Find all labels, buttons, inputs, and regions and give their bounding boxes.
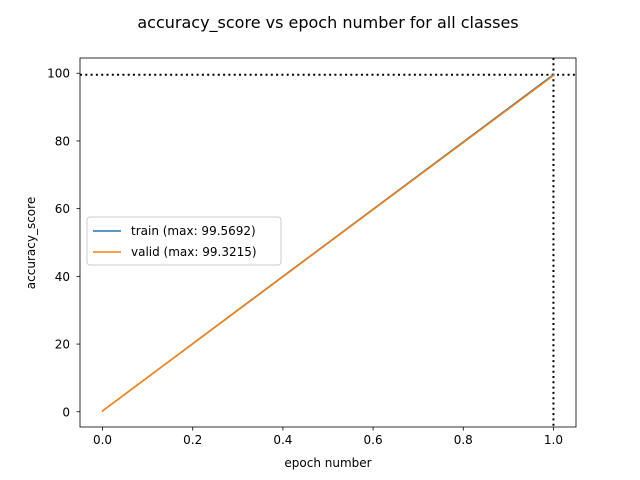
plot-frame xyxy=(79,57,577,428)
reference-lines xyxy=(80,58,576,427)
y-axis-label: accuracy_score xyxy=(24,197,38,289)
legend-box xyxy=(86,216,282,266)
y-tick-label: 20 xyxy=(55,338,70,352)
x-tick-label: 0.6 xyxy=(364,433,383,447)
y-tick-label: 80 xyxy=(55,134,70,148)
series-line-valid xyxy=(101,74,555,412)
x-axis-label: epoch number xyxy=(284,456,371,470)
y-tick-label: 100 xyxy=(47,67,70,81)
x-tick-label: 0.4 xyxy=(273,433,292,447)
series-lines xyxy=(101,73,555,412)
legend: train (max: 99.5692) valid (max: 99.3215… xyxy=(86,216,282,266)
chart-title: accuracy_score vs epoch number for all c… xyxy=(137,13,518,33)
y-tick-label: 60 xyxy=(55,202,70,216)
x-axis-ticks: 0.0 0.2 0.4 0.6 0.8 1.0 xyxy=(93,427,563,447)
legend-label-valid: valid (max: 99.3215) xyxy=(131,245,257,259)
legend-label-train: train (max: 99.5692) xyxy=(131,224,256,238)
x-tick-label: 0.8 xyxy=(454,433,473,447)
x-tick-label: 0.2 xyxy=(183,433,202,447)
x-tick-label: 1.0 xyxy=(544,433,563,447)
y-tick-label: 40 xyxy=(55,270,70,284)
y-tick-label: 0 xyxy=(62,405,70,419)
x-tick-label: 0.0 xyxy=(93,433,112,447)
y-axis-ticks: 0 20 40 60 80 100 xyxy=(47,67,80,419)
